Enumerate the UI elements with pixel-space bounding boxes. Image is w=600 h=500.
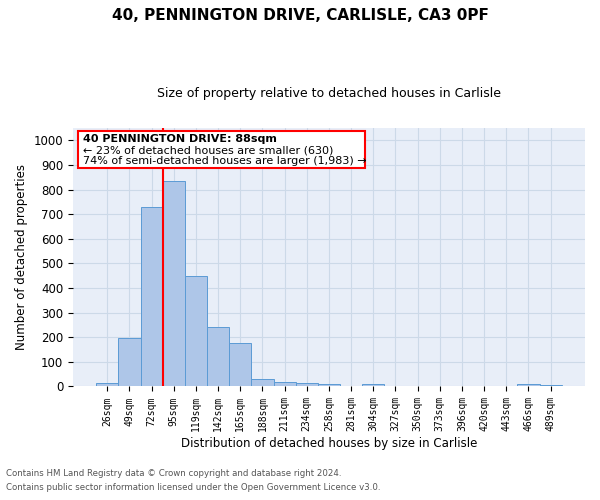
Bar (517, 384, 539, 386)
Bar (185, 276, 207, 386)
Bar (163, 181, 185, 386)
Text: Contains HM Land Registry data © Crown copyright and database right 2024.: Contains HM Land Registry data © Crown c… (6, 468, 341, 477)
Text: ← 23% of detached houses are smaller (630): ← 23% of detached houses are smaller (63… (83, 145, 334, 155)
Bar (96, 383, 118, 386)
FancyBboxPatch shape (78, 130, 365, 168)
X-axis label: Distribution of detached houses by size in Carlisle: Distribution of detached houses by size … (181, 437, 477, 450)
Bar (318, 384, 340, 386)
Text: 74% of semi-detached houses are larger (1,983) →: 74% of semi-detached houses are larger (… (83, 156, 367, 166)
Bar (296, 383, 318, 386)
Title: Size of property relative to detached houses in Carlisle: Size of property relative to detached ho… (157, 88, 501, 101)
Bar (274, 382, 296, 386)
Bar (362, 384, 385, 386)
Bar (118, 338, 140, 386)
Bar (251, 379, 274, 386)
Bar (539, 384, 562, 386)
Text: Contains public sector information licensed under the Open Government Licence v3: Contains public sector information licen… (6, 484, 380, 492)
Bar (140, 207, 163, 386)
Bar (229, 344, 251, 386)
Text: 40 PENNINGTON DRIVE: 88sqm: 40 PENNINGTON DRIVE: 88sqm (83, 134, 277, 144)
Bar (207, 328, 229, 386)
Text: 40, PENNINGTON DRIVE, CARLISLE, CA3 0PF: 40, PENNINGTON DRIVE, CARLISLE, CA3 0PF (112, 8, 488, 22)
Y-axis label: Number of detached properties: Number of detached properties (15, 164, 28, 350)
